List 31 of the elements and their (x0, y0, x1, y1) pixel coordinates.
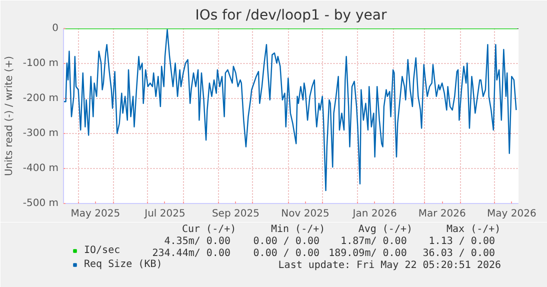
text: 0.00 / 0.00 (253, 248, 320, 259)
line-series (64, 28, 517, 192)
text: Last update: Fri May 22 05:20:51 2026 (278, 260, 502, 271)
text: Avg (-/+) (358, 224, 413, 235)
x-tick-label: Jan 2026 (352, 208, 397, 220)
y-tick-label: 0 (52, 23, 59, 34)
text: Min (-/+) (270, 224, 326, 235)
text: 189.09m/ 0.00 (328, 248, 407, 259)
text: Max (-/+) (446, 224, 501, 235)
x-tick-label: May 2025 (70, 208, 120, 220)
y-tick-label: -100 m (22, 58, 59, 69)
y-tick-label: -300 m (22, 128, 59, 139)
y-tick-label: -500 m (22, 198, 59, 209)
x-tick-label: Sep 2025 (212, 208, 260, 220)
x-tick-label: May 2026 (487, 208, 536, 220)
y-axis-title: Units read (-) / write (+) (4, 56, 15, 176)
text: Cur (-/+) (182, 224, 236, 235)
text: 1.87m/ 0.00 (340, 236, 407, 247)
x-tick-label: Mar 2026 (418, 208, 466, 220)
legend-label: IO/sec (84, 245, 120, 256)
x-tick-label: Nov 2025 (281, 208, 330, 220)
text: 234.44m/ 0.00 (152, 248, 231, 259)
text: 1.13 / 0.00 (428, 236, 496, 247)
x-tick-label: Jul 2025 (144, 208, 186, 220)
chart-title: IOs for /dev/loop1 - by year (195, 8, 387, 24)
legend-label: Req Size (KB) (84, 259, 162, 270)
text: 0.00 / 0.00 (253, 236, 320, 247)
text: 36.03 / 0.00 (422, 248, 496, 259)
y-tick-label: -200 m (22, 93, 59, 104)
text: 4.35m/ 0.00 (164, 236, 231, 247)
y-tick-label: -400 m (22, 163, 59, 174)
